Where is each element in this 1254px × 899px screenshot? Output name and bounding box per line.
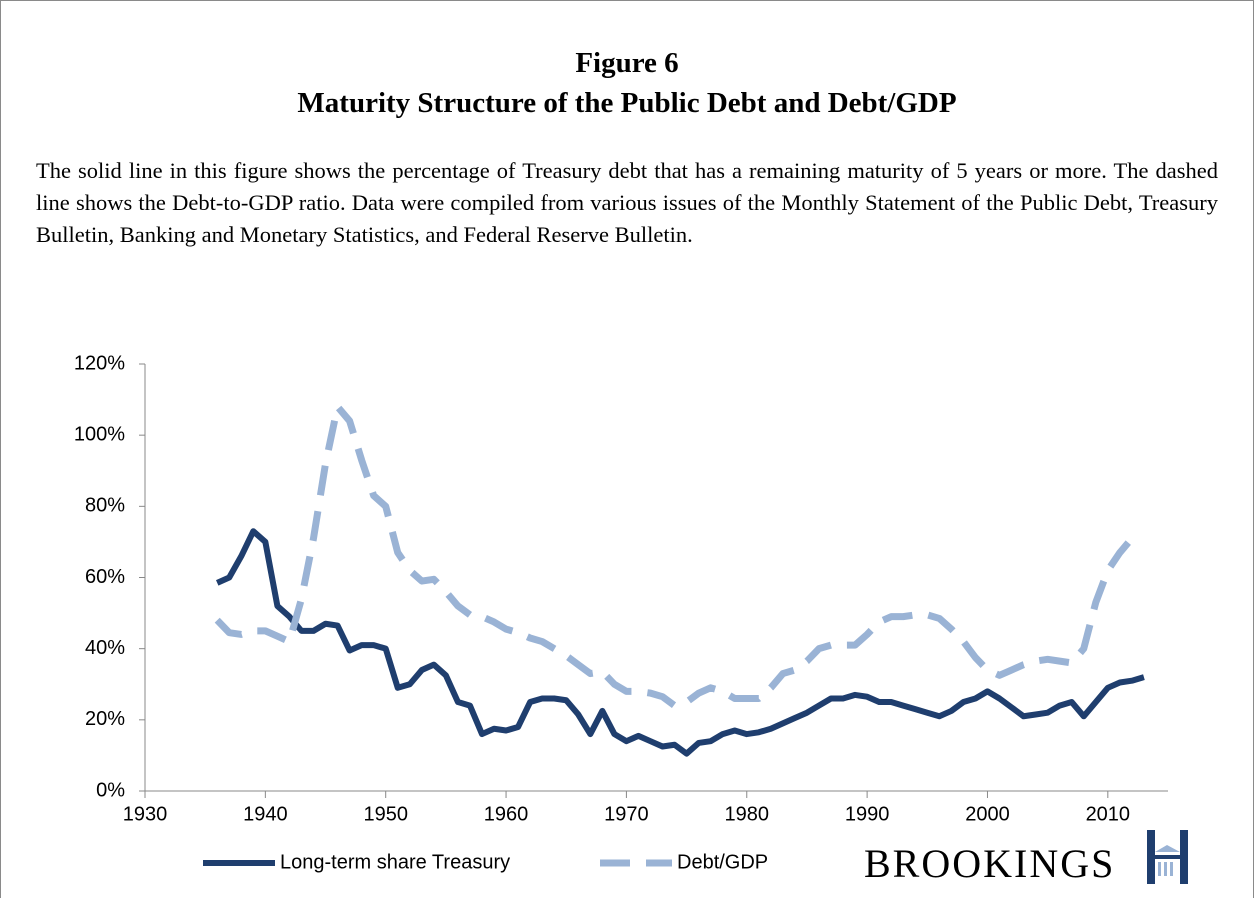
legend-label: Debt/GDP (677, 851, 768, 873)
x-tick-label: 1970 (604, 803, 649, 825)
x-tick-label: 1940 (243, 803, 288, 825)
x-tick-label: 1960 (484, 803, 529, 825)
logo-icon (1147, 830, 1188, 884)
y-tick-label: 120% (74, 352, 125, 374)
y-tick-label: 20% (85, 708, 125, 730)
y-tick-label: 60% (85, 566, 125, 588)
x-tick-label: 1950 (363, 803, 408, 825)
y-tick-label: 100% (74, 423, 125, 445)
logo-text: BROOKINGS (864, 841, 1115, 886)
legend-label: Long-term share Treasury (280, 851, 510, 873)
series-line (214, 403, 1135, 710)
series-line (215, 528, 1145, 757)
figure-subtitle: Maturity Structure of the Public Debt an… (297, 87, 957, 119)
x-tick-label: 2010 (1086, 803, 1131, 825)
x-tick-label: 1980 (725, 803, 770, 825)
x-tick-label: 1990 (845, 803, 890, 825)
x-tick-label: 2000 (965, 803, 1010, 825)
figure-title: Figure 6 (575, 47, 679, 79)
description: The solid line in this figure shows the … (36, 158, 1218, 247)
x-tick-label: 1930 (123, 803, 168, 825)
y-tick-label: 40% (85, 637, 125, 659)
y-tick-label: 0% (96, 779, 125, 801)
y-tick-label: 80% (85, 495, 125, 517)
